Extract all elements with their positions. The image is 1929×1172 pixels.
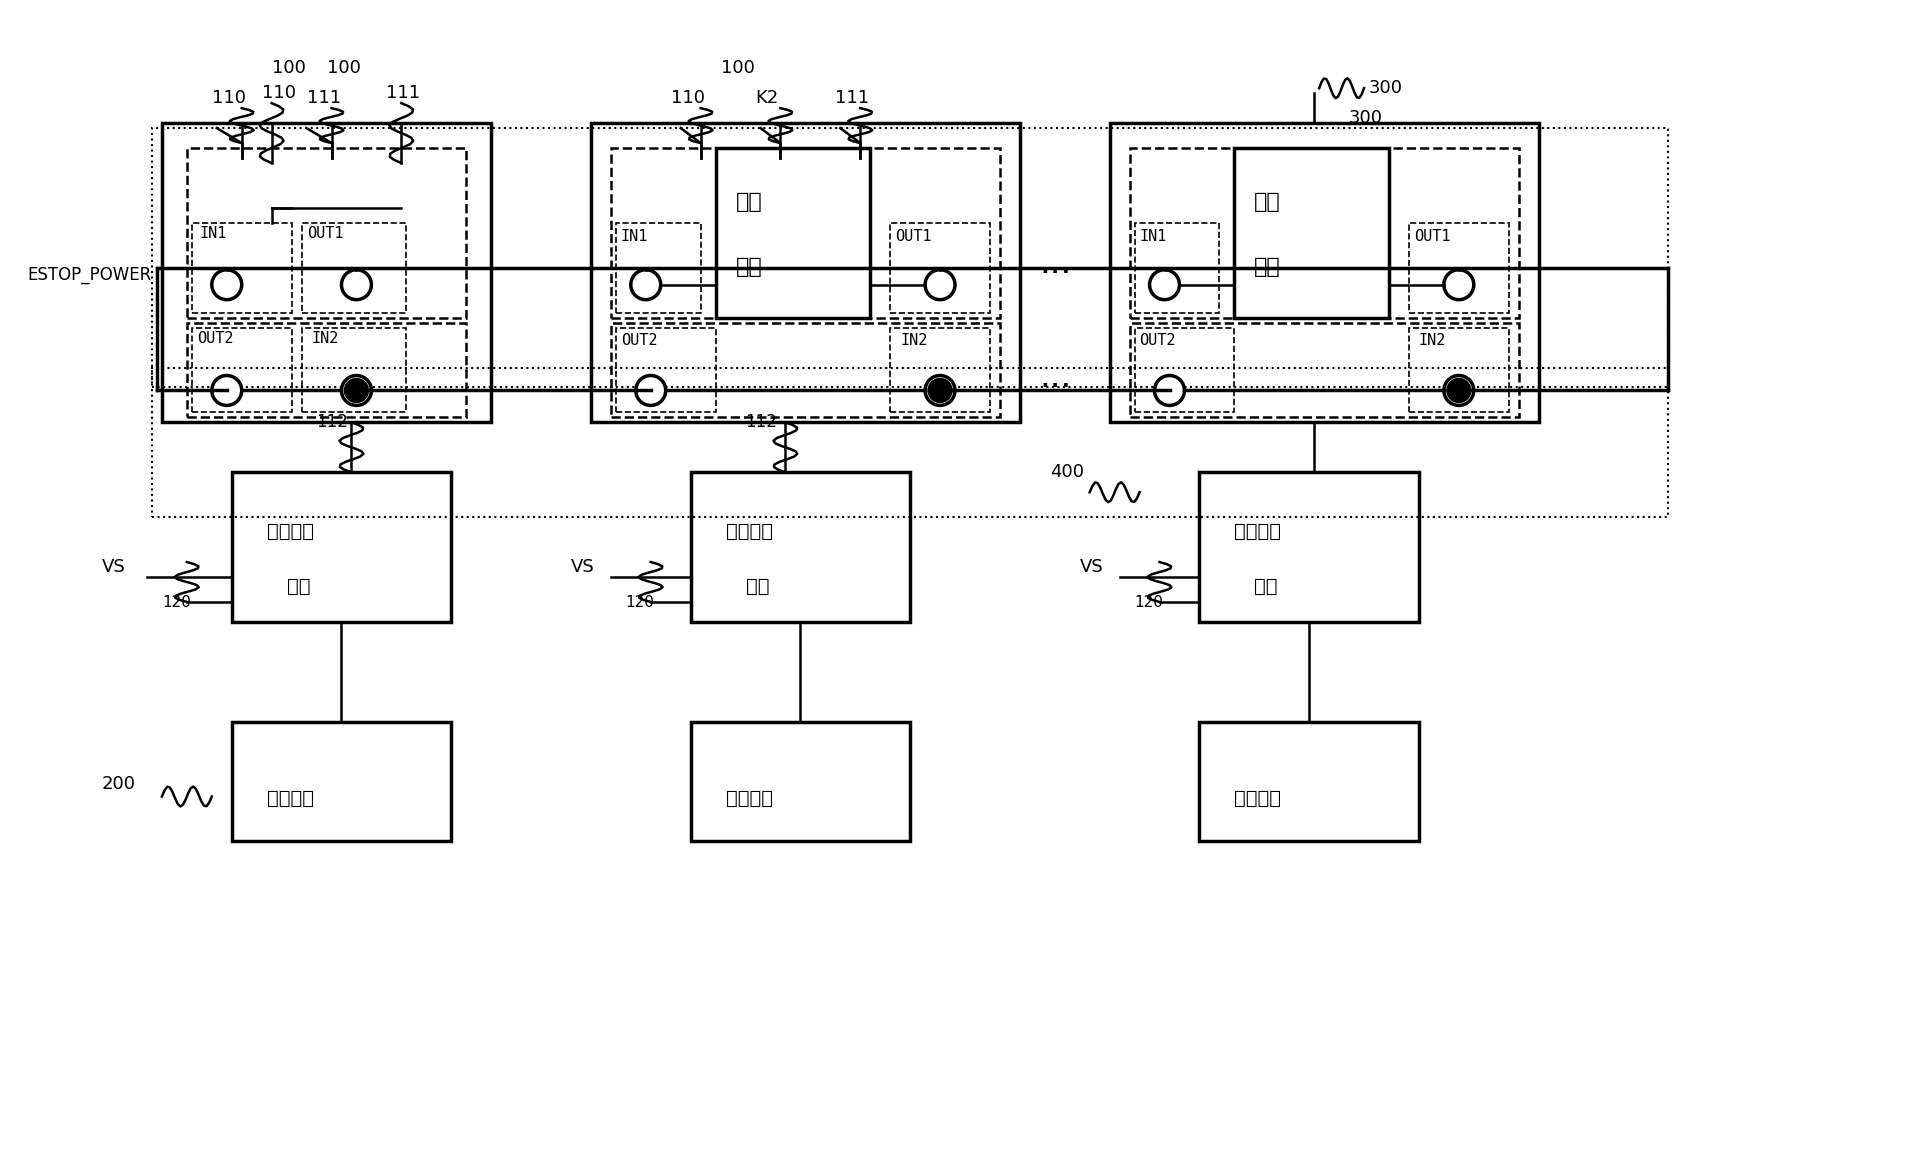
Bar bbox=[1134, 328, 1235, 413]
Text: 120: 120 bbox=[162, 595, 191, 609]
Text: 111: 111 bbox=[307, 89, 341, 107]
Circle shape bbox=[345, 379, 368, 402]
Text: 电控部件: 电控部件 bbox=[725, 789, 774, 808]
Text: 断电保护: 断电保护 bbox=[725, 522, 774, 541]
Text: 120: 120 bbox=[625, 595, 654, 609]
Text: 断电保护: 断电保护 bbox=[1235, 522, 1281, 541]
Bar bbox=[716, 148, 870, 318]
Text: VS: VS bbox=[571, 558, 594, 575]
Bar bbox=[611, 322, 999, 417]
Bar bbox=[187, 322, 467, 417]
Circle shape bbox=[1447, 379, 1470, 402]
Circle shape bbox=[212, 270, 241, 300]
Text: 400: 400 bbox=[1049, 463, 1084, 482]
Text: 112: 112 bbox=[745, 414, 777, 431]
Bar bbox=[191, 328, 291, 413]
Bar bbox=[615, 223, 700, 313]
Text: 单元: 单元 bbox=[1254, 577, 1277, 597]
Bar bbox=[1408, 223, 1508, 313]
Bar bbox=[1235, 148, 1389, 318]
Text: 单元: 单元 bbox=[745, 577, 770, 597]
Text: 112: 112 bbox=[316, 414, 349, 431]
Text: 开关: 开关 bbox=[735, 257, 762, 277]
Text: 电控部件: 电控部件 bbox=[1235, 789, 1281, 808]
Text: OUT2: OUT2 bbox=[197, 331, 233, 346]
Circle shape bbox=[928, 379, 953, 402]
Text: VS: VS bbox=[102, 558, 125, 575]
Circle shape bbox=[631, 270, 662, 300]
Bar bbox=[187, 148, 467, 318]
Bar bbox=[691, 472, 910, 622]
Bar bbox=[615, 328, 716, 413]
Text: K2: K2 bbox=[756, 89, 779, 107]
Text: 120: 120 bbox=[1134, 595, 1163, 609]
Bar bbox=[1134, 223, 1219, 313]
Bar bbox=[1200, 472, 1420, 622]
Circle shape bbox=[926, 270, 955, 300]
Bar bbox=[152, 128, 1669, 388]
Circle shape bbox=[1150, 270, 1179, 300]
Circle shape bbox=[926, 375, 955, 406]
Text: 断电保护: 断电保护 bbox=[266, 522, 314, 541]
Bar bbox=[889, 223, 990, 313]
Text: IN2: IN2 bbox=[1420, 333, 1447, 348]
Bar bbox=[691, 722, 910, 841]
Circle shape bbox=[212, 375, 241, 406]
Bar bbox=[1408, 328, 1508, 413]
Text: IN1: IN1 bbox=[621, 229, 648, 244]
Text: IN1: IN1 bbox=[201, 226, 228, 240]
Circle shape bbox=[1445, 270, 1474, 300]
Circle shape bbox=[1155, 375, 1184, 406]
Text: OUT2: OUT2 bbox=[1140, 333, 1177, 348]
Text: OUT1: OUT1 bbox=[895, 229, 932, 244]
Bar bbox=[301, 223, 407, 313]
Circle shape bbox=[341, 270, 372, 300]
Text: 110: 110 bbox=[212, 89, 245, 107]
Text: OUT2: OUT2 bbox=[621, 333, 658, 348]
Text: 急停: 急停 bbox=[735, 192, 762, 212]
Text: 100: 100 bbox=[326, 60, 361, 77]
Bar bbox=[611, 148, 999, 318]
Text: IN2: IN2 bbox=[312, 331, 340, 346]
Text: 300: 300 bbox=[1370, 80, 1402, 97]
Text: ESTOP_POWER: ESTOP_POWER bbox=[27, 266, 152, 284]
Text: ···: ··· bbox=[1040, 372, 1073, 404]
Bar bbox=[889, 328, 990, 413]
Text: VS: VS bbox=[1080, 558, 1103, 575]
Bar bbox=[1109, 123, 1539, 422]
Text: 111: 111 bbox=[386, 84, 421, 102]
Text: 100: 100 bbox=[272, 60, 305, 77]
Text: 100: 100 bbox=[721, 60, 754, 77]
Text: 电控部件: 电控部件 bbox=[266, 789, 314, 808]
Text: 110: 110 bbox=[262, 84, 295, 102]
Text: 200: 200 bbox=[102, 775, 137, 792]
Text: OUT1: OUT1 bbox=[1414, 229, 1451, 244]
Bar bbox=[191, 223, 291, 313]
Bar bbox=[152, 368, 1669, 517]
Bar bbox=[1200, 722, 1420, 841]
Text: 300: 300 bbox=[1348, 109, 1383, 127]
Text: OUT1: OUT1 bbox=[307, 226, 343, 240]
Bar bbox=[301, 328, 407, 413]
Bar bbox=[590, 123, 1020, 422]
Text: ···: ··· bbox=[1040, 257, 1073, 289]
Text: 110: 110 bbox=[671, 89, 704, 107]
Text: IN1: IN1 bbox=[1140, 229, 1167, 244]
Bar bbox=[231, 722, 451, 841]
Circle shape bbox=[637, 375, 666, 406]
Bar bbox=[1130, 322, 1518, 417]
Circle shape bbox=[1445, 375, 1474, 406]
Text: 开关: 开关 bbox=[1254, 257, 1281, 277]
Bar bbox=[231, 472, 451, 622]
Bar bbox=[1130, 148, 1518, 318]
Bar bbox=[162, 123, 492, 422]
Text: 单元: 单元 bbox=[287, 577, 311, 597]
Text: 急停: 急停 bbox=[1254, 192, 1281, 212]
Text: IN2: IN2 bbox=[901, 333, 928, 348]
Text: 111: 111 bbox=[835, 89, 870, 107]
Circle shape bbox=[341, 375, 372, 406]
